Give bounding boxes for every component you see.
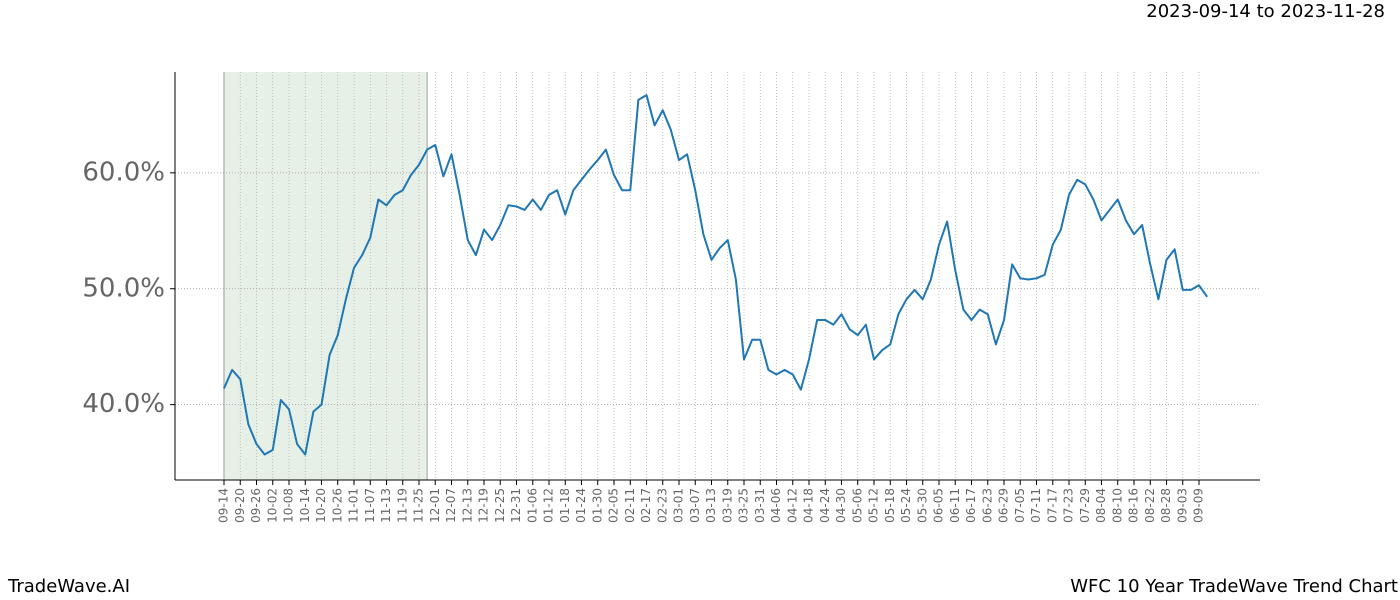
x-tick-label: 05-12 — [867, 488, 881, 523]
x-tick-label: 04-06 — [769, 488, 783, 523]
x-tick-label: 01-30 — [590, 488, 604, 523]
x-tick-label: 07-11 — [1029, 488, 1043, 523]
x-tick-label: 12-31 — [509, 488, 523, 523]
x-tick-label: 06-29 — [997, 488, 1011, 523]
x-tick-label: 03-01 — [672, 488, 686, 523]
x-tick-label: 10-20 — [314, 488, 328, 523]
x-tick-label: 02-17 — [639, 488, 653, 523]
x-tick-label: 04-18 — [802, 488, 816, 523]
x-tick-label: 03-07 — [688, 488, 702, 523]
x-tick-label: 01-18 — [558, 488, 572, 523]
x-tick-label: 05-06 — [850, 488, 864, 523]
shade-region — [224, 72, 428, 480]
x-tick-label: 04-30 — [834, 488, 848, 523]
x-tick-label: 09-14 — [217, 488, 231, 523]
x-tick-label: 08-16 — [1127, 488, 1141, 523]
x-tick-label: 12-13 — [460, 488, 474, 523]
x-tick-label: 11-01 — [347, 488, 361, 523]
x-tick-label: 08-04 — [1094, 488, 1108, 523]
x-tick-label: 05-30 — [915, 488, 929, 523]
x-tick-label: 12-01 — [428, 488, 442, 523]
x-tick-label: 12-07 — [444, 488, 458, 523]
x-tick-label: 10-08 — [282, 488, 296, 523]
x-tick-label: 08-22 — [1143, 488, 1157, 523]
x-tick-label: 06-17 — [964, 488, 978, 523]
x-tick-label: 02-05 — [607, 488, 621, 523]
x-tick-label: 07-23 — [1062, 488, 1076, 523]
x-tick-label: 10-14 — [298, 488, 312, 523]
x-tick-label: 01-24 — [574, 488, 588, 523]
y-tick-label: 50.0% — [82, 273, 165, 303]
x-tick-label: 09-26 — [249, 488, 263, 523]
x-tick-label: 01-12 — [542, 488, 556, 523]
trend-line — [223, 94, 1208, 456]
x-tick-label: 07-05 — [1013, 488, 1027, 523]
x-tick-label: 02-23 — [655, 488, 669, 523]
x-tick-label: 12-25 — [493, 488, 507, 523]
x-tick-label: 02-11 — [623, 488, 637, 523]
x-tick-label: 06-11 — [948, 488, 962, 523]
x-tick-label: 12-19 — [477, 488, 491, 523]
x-tick-label: 11-25 — [412, 488, 426, 523]
x-tick-label: 10-26 — [330, 488, 344, 523]
x-tick-label: 09-03 — [1175, 488, 1189, 523]
x-tick-label: 04-12 — [785, 488, 799, 523]
x-tick-label: 10-02 — [265, 488, 279, 523]
chart-subtitle: 2023-09-14 to 2023-11-28 — [1146, 1, 1385, 22]
x-tick-label: 03-19 — [720, 488, 734, 523]
y-tick-label: 60.0% — [82, 157, 165, 187]
x-tick-label: 11-07 — [363, 488, 377, 523]
x-tick-label: 06-23 — [980, 488, 994, 523]
x-tick-label: 01-06 — [525, 488, 539, 523]
footer-right: WFC 10 Year TradeWave Trend Chart — [1070, 576, 1398, 597]
x-tick-label: 03-25 — [737, 488, 751, 523]
x-tick-label: 05-18 — [883, 488, 897, 523]
x-tick-label: 03-31 — [753, 488, 767, 523]
x-tick-label: 04-24 — [818, 488, 832, 523]
x-tick-label: 06-05 — [932, 488, 946, 523]
y-tick-label: 40.0% — [82, 389, 165, 419]
x-tick-label: 11-13 — [379, 488, 393, 523]
x-tick-label: 09-09 — [1192, 488, 1206, 523]
x-tick-label: 03-13 — [704, 488, 718, 523]
x-tick-label: 05-24 — [899, 488, 913, 523]
x-tick-label: 08-28 — [1159, 488, 1173, 523]
x-tick-label: 08-10 — [1110, 488, 1124, 523]
x-tick-label: 07-17 — [1045, 488, 1059, 523]
x-tick-label: 07-29 — [1078, 488, 1092, 523]
x-tick-label: 09-20 — [233, 488, 247, 523]
footer-left: TradeWave.AI — [7, 576, 130, 597]
x-tick-label: 11-19 — [395, 488, 409, 523]
